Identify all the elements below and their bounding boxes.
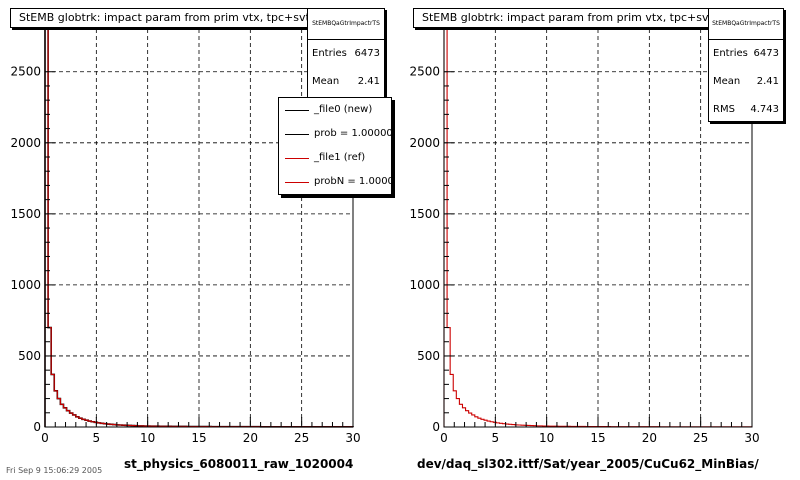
y-tick-label: 500 xyxy=(417,349,440,363)
stats-label: Entries xyxy=(713,48,748,59)
legend-label: _file0 (new) xyxy=(314,104,373,115)
stats-name: StEMBQaGtrImpactrTS xyxy=(709,9,783,40)
x-tick-label: 15 xyxy=(590,431,605,445)
legend-label: _file1 (ref) xyxy=(314,152,366,163)
x-axis-title-left: st_physics_6080011_raw_1020004 xyxy=(124,457,354,471)
stats-row-entries: Entries 6473 xyxy=(308,40,384,68)
stats-row-mean: Mean 2.41 xyxy=(308,68,384,96)
x-tick-label: 10 xyxy=(140,431,155,445)
stats-name: StEMBQaGtrImpactrTS xyxy=(308,9,384,40)
y-tick-label: 0 xyxy=(33,420,41,434)
stats-row-mean: Mean 2.41 xyxy=(709,68,783,96)
y-tick-label: 500 xyxy=(18,349,41,363)
legend-line-red xyxy=(285,158,309,159)
y-tick-label: 2000 xyxy=(10,136,41,150)
x-tick-label: 20 xyxy=(642,431,657,445)
stats-box-left: StEMBQaGtrImpactrTS Entries 6473 Mean 2.… xyxy=(307,8,385,102)
x-axis-title-right: dev/daq_sl302.ittf/Sat/year_2005/CuCu62_… xyxy=(417,457,759,471)
legend-entry: prob = 1.000000 xyxy=(279,122,391,146)
x-tick-label: 25 xyxy=(294,431,309,445)
x-tick-label: 15 xyxy=(191,431,206,445)
legend-label: probN = 1.000000 xyxy=(314,176,391,187)
y-tick-label: 0 xyxy=(432,420,440,434)
legend-line-black xyxy=(285,134,309,135)
legend-line-black xyxy=(285,110,309,111)
legend-line-red xyxy=(285,182,309,183)
x-tick-label: 25 xyxy=(693,431,708,445)
stats-value: 6473 xyxy=(354,48,380,59)
legend: _file0 (new) prob = 1.000000 _file1 (ref… xyxy=(278,97,392,195)
y-tick-label: 2500 xyxy=(10,65,41,79)
chart-title-left: StEMB globtrk: impact param from prim vt… xyxy=(10,8,319,28)
stats-row-entries: Entries 6473 xyxy=(709,40,783,68)
y-tick-label: 2500 xyxy=(409,65,440,79)
stats-label: Entries xyxy=(312,48,347,59)
legend-entry: probN = 1.000000 xyxy=(279,170,391,194)
x-tick-label: 20 xyxy=(243,431,258,445)
x-tick-label: 30 xyxy=(345,431,360,445)
stats-value: 2.41 xyxy=(357,76,380,87)
stats-value: 2.41 xyxy=(756,76,779,87)
stats-box-right: StEMBQaGtrImpactrTS Entries 6473 Mean 2.… xyxy=(708,8,784,122)
chart-title-right: StEMB globtrk: impact param from prim vt… xyxy=(413,8,722,28)
x-tick-label: 5 xyxy=(93,431,101,445)
x-tick-label: 5 xyxy=(492,431,500,445)
timestamp-text: Fri Sep 9 15:06:29 2005 xyxy=(6,466,103,475)
x-tick-label: 10 xyxy=(539,431,554,445)
stats-label: RMS xyxy=(713,104,735,115)
y-tick-label: 1500 xyxy=(409,207,440,221)
y-tick-label: 1500 xyxy=(10,207,41,221)
legend-entry: _file0 (new) xyxy=(279,98,391,122)
x-tick-label: 30 xyxy=(744,431,759,445)
stats-row-rms: RMS 4.743 xyxy=(709,96,783,124)
x-tick-label: 0 xyxy=(41,431,49,445)
stats-label: Mean xyxy=(312,76,340,87)
stats-value: 4.743 xyxy=(750,104,779,115)
stats-value: 6473 xyxy=(753,48,779,59)
y-tick-label: 2000 xyxy=(409,136,440,150)
y-tick-label: 1000 xyxy=(10,278,41,292)
y-tick-label: 1000 xyxy=(409,278,440,292)
stats-label: Mean xyxy=(713,76,741,87)
x-tick-label: 0 xyxy=(440,431,448,445)
legend-label: prob = 1.000000 xyxy=(314,128,392,139)
legend-entry: _file1 (ref) xyxy=(279,146,391,170)
